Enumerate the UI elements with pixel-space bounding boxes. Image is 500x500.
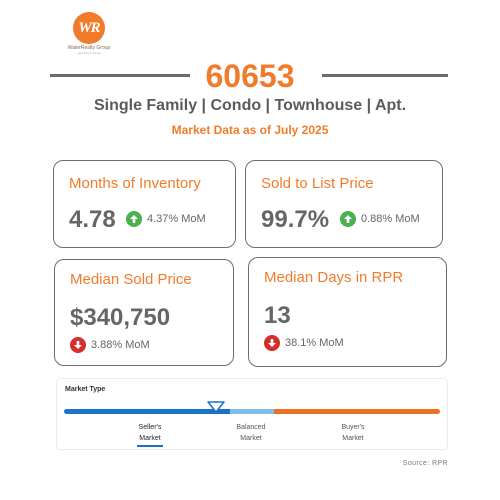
selected-underline (137, 445, 163, 447)
change-text: 38.1% MoM (285, 337, 344, 349)
arrow-down-icon (70, 337, 86, 353)
market-type-title: Market Type (65, 386, 106, 393)
arrow-up-icon (340, 211, 356, 227)
change-indicator: 4.37% MoM (126, 211, 206, 227)
change-indicator: 0.88% MoM (340, 211, 420, 227)
arrow-down-icon (264, 335, 280, 351)
change-text: 4.37% MoM (147, 213, 206, 225)
market-type-panel: Market Type Seller's Market Balanced Mar… (56, 378, 448, 450)
change-text: 3.88% MoM (91, 339, 150, 351)
median-sold-price-card: Median Sold Price $340,750 3.88% MoM (54, 259, 234, 366)
header-rule-right (322, 74, 448, 77)
change-text: 0.88% MoM (361, 213, 420, 225)
property-types: Single Family | Condo | Townhouse | Apt. (93, 97, 407, 114)
market-data-date: Market Data as of July 2025 (171, 123, 329, 137)
source-note: Source: RPR (402, 460, 448, 467)
buyers-market-label[interactable]: Buyer's Market (341, 424, 365, 442)
card-value: 4.78 (69, 206, 116, 233)
card-title: Median Sold Price (70, 271, 192, 288)
logo-mark: WR (73, 12, 105, 44)
card-value: 99.7% (261, 206, 330, 233)
zip-code-title: 60653 (205, 58, 295, 94)
card-value: $340,750 (70, 304, 171, 331)
change-indicator: 38.1% MoM (264, 335, 344, 351)
sold-to-list-price-card: Sold to List Price 99.7% 0.88% MoM (245, 160, 443, 248)
balanced-market-label[interactable]: Balanced Market (236, 424, 266, 442)
logo-name: WaterRealty Group (67, 45, 111, 51)
sellers-market-label[interactable]: Seller's Market (138, 424, 162, 442)
brand-logo: WR WaterRealty Group your key to home (64, 12, 114, 55)
header-rule-left (50, 74, 190, 77)
card-title: Median Days in RPR (264, 269, 404, 286)
buyers-market-segment (274, 409, 440, 414)
card-value: 13 (264, 302, 291, 329)
months-of-inventory-card: Months of Inventory 4.78 4.37% MoM (53, 160, 236, 248)
median-days-in-rpr-card: Median Days in RPR 13 38.1% MoM (248, 257, 447, 367)
card-title: Months of Inventory (69, 175, 201, 192)
balanced-market-segment (230, 409, 274, 414)
change-indicator: 3.88% MoM (70, 337, 150, 353)
arrow-up-icon (126, 211, 142, 227)
card-title: Sold to List Price (261, 175, 374, 192)
sellers-market-segment (64, 409, 230, 414)
market-indicator-marker-icon (207, 401, 225, 413)
logo-tagline: your key to home (77, 51, 101, 55)
